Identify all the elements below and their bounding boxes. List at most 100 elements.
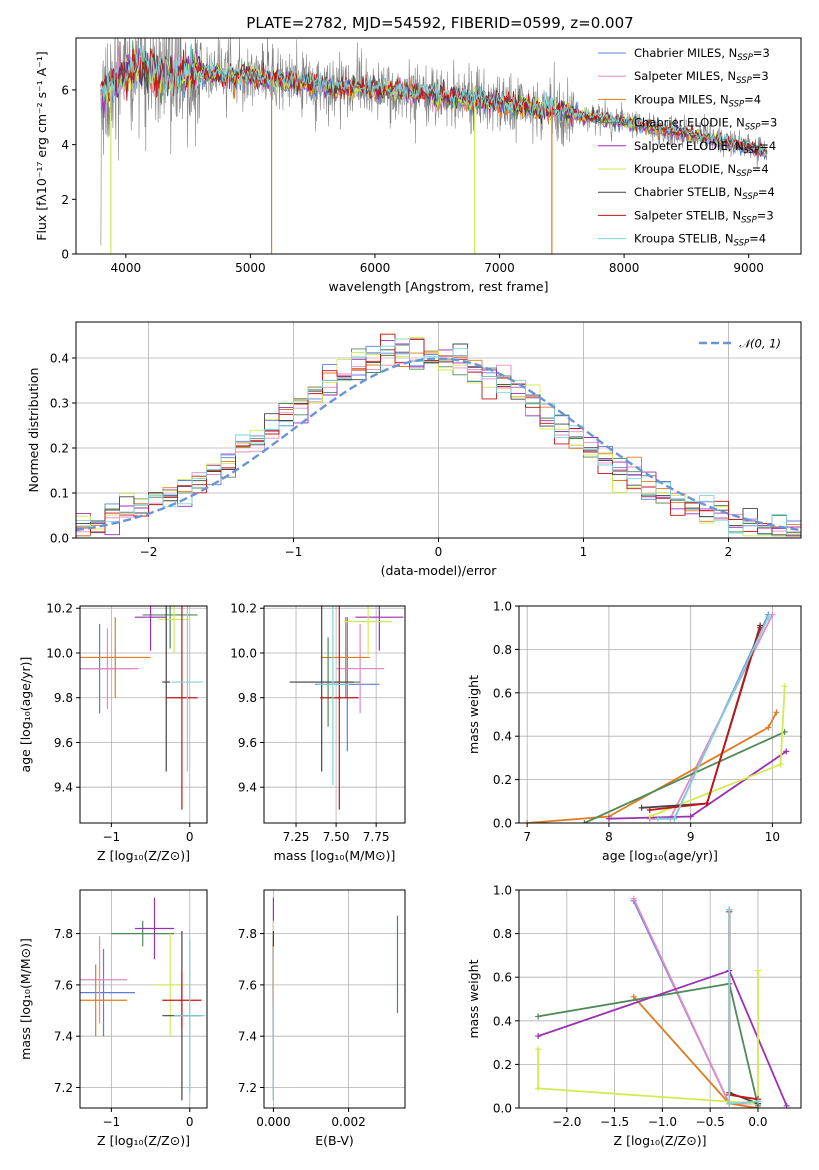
y-tick-label: 0.4 [493,730,512,744]
weight-marker [781,683,788,690]
plot-area [76,333,801,537]
weight-line [658,616,770,820]
y-tick-label: 1.0 [493,884,512,898]
model-spectrum-chabrier-stelib [100,51,768,156]
weight-marker [765,724,772,731]
legend-label: Kroupa STELIB, N [634,232,734,246]
weight-marker [773,709,780,716]
axes-top: −1 0 9.4 9.6 9.8 10.0 10.2 Z [log₁₀(Z/Z⊙)] age [… [18,602,208,863]
legend-label: Kroupa MILES, N [634,92,729,106]
weight-marker [646,813,653,820]
y-tick-label: 0.1 [50,487,69,501]
legend-sub: SSP [742,192,758,202]
y-tick-label: 10.2 [230,602,257,616]
y-axis-label: Flux [fλ10⁻¹⁷ erg cm⁻² s⁻¹ A⁻¹] [34,51,49,240]
y-axis-label: mass [log₁₀(M/M⊙)] [18,938,33,1060]
legend-sub: SSP [737,53,753,63]
legend-sub: SSP [736,169,752,179]
x-tick-label: 0.000 [256,1115,290,1129]
weight-marker [646,806,653,813]
weight-line [584,731,786,823]
weight-marker [704,800,710,807]
legend-sub: SSP [729,99,745,109]
legend-label: Chabrier MILES, N [634,46,737,60]
y-axis-label: Normed distribution [26,368,41,493]
legend-label: Salpeter STELIB, N [634,208,741,222]
plot-area [100,38,768,254]
weight-marker [654,815,661,822]
x-axis-label: E(B-V) [315,1133,354,1148]
weight-marker [638,804,645,811]
weight-line [537,982,759,1107]
y-tick-label: 10.0 [230,646,257,660]
plot-area [272,897,399,1101]
x-axis-label: wavelength [Angstrom, rest frame] [328,279,548,294]
y-tick-label: 9.6 [238,736,257,750]
y-tick-label: 9.4 [54,781,73,795]
axes-frame [518,605,802,824]
axes-top: 4000 5000 6000 7000 8000 9000 0 2 4 6 wavelength [… [34,14,802,294]
weight-marker [581,820,588,823]
legend-entry: Kroupa ELODIE, NSSP=4 [634,162,769,179]
weight-marker [535,1085,542,1092]
x-tick-label: −1 [103,830,121,844]
y-tick-label: 7.8 [238,927,257,941]
legend-sub: SSP [744,146,760,156]
x-tick-label: 1 [580,545,588,559]
axes-frame [75,37,802,255]
legend-suffix: =3 [752,69,769,83]
y-tick-label: 7.2 [238,1081,257,1095]
y-tick-label: 0.3 [50,397,69,411]
y-tick-label: 10.2 [46,602,73,616]
y-tick-label: 0.2 [493,773,512,787]
histogram-kroupa-elodie [76,333,801,537]
weight-marker [754,967,761,974]
weight-line [608,750,787,820]
x-axis-label: age [log₁₀(age/yr)] [602,848,718,863]
model-spectrum-kroupa-stelib [100,45,767,153]
legend-suffix: =3 [760,116,777,130]
x-tick-label: 0.0 [748,1115,767,1129]
legend-entry: Chabrier ELODIE, NSSP=3 [634,116,777,133]
y-tick-label: 6 [61,83,69,97]
x-axis-label: Z [log₁₀(Z/Z⊙)] [97,848,190,863]
legend-entry: Chabrier STELIB, NSSP=4 [634,185,775,202]
legend-suffix: =3 [757,208,774,222]
y-tick-label: 0 [61,248,69,262]
axes-frame [263,889,406,1109]
legend-label: Kroupa ELODIE, N [634,162,736,176]
weight-marker [605,815,612,822]
legend-suffix: =3 [753,46,770,60]
y-tick-label: 7.2 [54,1081,73,1095]
panel-5: −1 0 7.2 7.4 7.6 7.8 Z [log₁₀(Z/Z⊙)] mass [log₁… [18,889,208,1148]
legend-suffix: =4 [744,92,761,106]
legend-entry: Kroupa MILES, NSSP=4 [634,92,761,109]
weight-marker [630,895,637,902]
y-tick-label: 1.0 [493,600,512,614]
panel-6: 0.000 0.002 7.2 7.4 7.6 7.8 E(B-V) [238,889,406,1148]
weight-marker [783,748,790,755]
x-axis-label: (data-model)/error [381,563,498,578]
axes-top: 0.000 0.002 7.2 7.4 7.6 7.8 E(B-V) [238,889,406,1148]
chart-title: PLATE=2782, MJD=54592, FIBERID=0599, z=0… [246,14,633,32]
x-tick-label: 5000 [235,261,266,275]
y-axis-label: age [log₁₀(age/yr)] [18,657,33,773]
x-tick-label: 0 [435,545,443,559]
weight-marker [765,613,772,620]
legend-sub: SSP [736,76,752,86]
x-tick-label: 0 [186,1115,194,1129]
y-tick-label: 7.6 [54,978,73,992]
panel-1: −2 −1 0 1 2 0.0 0.1 0.2 0.3 0.4 (data-model)/error… [26,321,802,578]
weight-line [649,627,761,811]
x-tick-label: −1 [285,545,303,559]
panel-3: 7.25 7.50 7.75 9.4 9.6 9.8 10.0 10.2 mass [log₁₀… [230,602,406,863]
y-tick-label: 0.8 [493,643,512,657]
panel-0: 4000 5000 6000 7000 8000 9000 0 2 4 6 wavelength [… [34,14,802,294]
axes-frame [79,889,208,1109]
y-tick-label: 7.4 [238,1030,257,1044]
x-tick-label: 4000 [111,261,142,275]
weight-marker [754,1098,761,1105]
x-tick-label: 0 [186,830,194,844]
axes-top: −1 0 7.2 7.4 7.6 7.8 Z [log₁₀(Z/Z⊙)] mass [log₁… [18,889,208,1148]
x-axis-label: Z [log₁₀(Z/Z⊙)] [97,1133,190,1148]
